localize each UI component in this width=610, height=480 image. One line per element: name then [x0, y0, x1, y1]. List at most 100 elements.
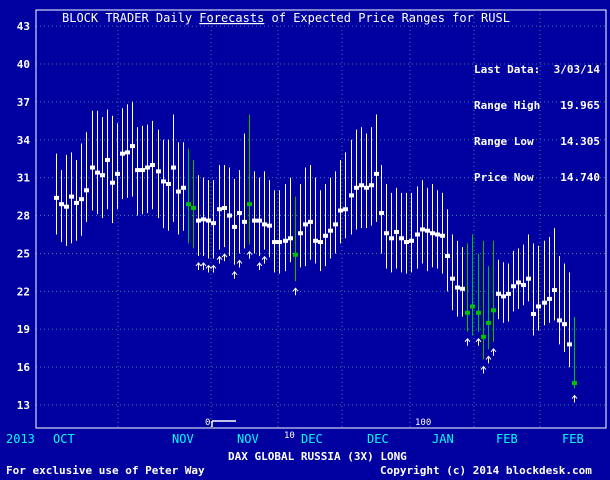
price-marker — [547, 296, 552, 301]
signal-arrow — [195, 262, 202, 270]
price-marker — [100, 173, 105, 178]
price-marker — [384, 231, 389, 236]
range-high-label: Range High — [474, 99, 541, 112]
price-marker — [176, 189, 181, 194]
price-marker — [186, 202, 191, 207]
signal-arrow — [200, 262, 207, 270]
price-marker — [338, 208, 343, 213]
price-marker — [409, 238, 414, 243]
price-marker — [54, 195, 59, 200]
price-marker — [440, 233, 445, 238]
price-marker — [257, 218, 262, 223]
month-label: JAN — [432, 432, 454, 446]
price-marker — [445, 253, 450, 258]
range-low-value: 14.305 — [560, 135, 600, 148]
y-tick-label: 16 — [17, 361, 31, 374]
price-marker — [394, 229, 399, 234]
price-marker — [298, 231, 303, 236]
range-high-value: 19.965 — [560, 99, 600, 112]
y-tick-label: 28 — [17, 210, 30, 223]
price-marker — [84, 188, 89, 193]
price-marker — [536, 304, 541, 309]
footer-right: Copyright (c) 2014 blockdesk.com — [380, 464, 592, 477]
price-marker — [511, 284, 516, 289]
month-label: OCT — [53, 432, 75, 446]
price-marker — [318, 240, 323, 245]
price-marker — [328, 228, 333, 233]
price-marker — [435, 232, 440, 237]
signal-arrow — [480, 365, 487, 374]
price-marker — [110, 180, 115, 185]
price-marker — [171, 165, 176, 170]
price-marker — [455, 285, 460, 290]
aux-label: 0 — [205, 418, 210, 428]
price-marker — [506, 291, 511, 296]
range-high-row: Range High 19.965 — [474, 100, 600, 112]
signal-arrow — [221, 253, 228, 262]
price-marker — [399, 236, 404, 241]
year-label: 2013 — [6, 432, 35, 446]
last-data-label: Last Data: — [474, 63, 541, 76]
y-tick-label: 43 — [17, 20, 30, 33]
signal-arrow — [231, 271, 238, 279]
price-marker — [470, 304, 475, 309]
title-suffix: of Expected Price Ranges for RUSL — [264, 11, 510, 25]
price-marker — [64, 204, 69, 209]
price-marker — [308, 219, 313, 224]
range-series — [54, 101, 577, 389]
price-marker — [211, 221, 216, 226]
y-tick-label: 22 — [17, 285, 30, 298]
price-marker — [521, 283, 526, 288]
y-tick-label: 40 — [17, 58, 30, 71]
price-marker — [364, 185, 369, 190]
price-marker — [501, 294, 506, 299]
price-marker — [135, 168, 140, 173]
price-marker — [222, 205, 227, 210]
month-label: FEB — [562, 432, 584, 446]
price-marker — [374, 171, 379, 176]
price-marker — [227, 213, 232, 218]
signal-arrow — [490, 348, 497, 356]
price-marker — [206, 218, 211, 223]
price-marker — [262, 222, 267, 227]
price-marker — [460, 286, 465, 291]
title-prefix: BLOCK TRADER Daily — [62, 11, 199, 25]
last-data-row: Last Data: 3/03/14 — [474, 64, 600, 76]
price-marker — [354, 185, 359, 190]
price-marker — [95, 170, 100, 175]
info-box: Last Data: 3/03/14 Range High 19.965 Ran… — [474, 40, 600, 196]
price-marker — [252, 218, 257, 223]
signal-arrow — [464, 337, 471, 346]
y-tick-label: 31 — [17, 172, 31, 185]
price-marker — [161, 179, 166, 184]
price-marker — [283, 238, 288, 243]
plot-border — [35, 9, 607, 429]
price-marker — [404, 240, 409, 245]
price-marker — [359, 183, 364, 188]
price-marker — [450, 276, 455, 281]
price-marker — [349, 193, 354, 198]
price-marker — [323, 233, 328, 238]
price-now-label: Price Now — [474, 171, 534, 184]
price-marker — [277, 240, 282, 245]
price-marker — [105, 157, 110, 162]
price-marker — [389, 236, 394, 241]
price-marker — [196, 218, 201, 223]
month-label: FEB — [496, 432, 518, 446]
price-marker — [415, 232, 420, 237]
price-marker — [343, 207, 348, 212]
title-forecasts-link[interactable]: Forecasts — [199, 11, 264, 25]
price-marker — [420, 227, 425, 232]
footer-left: For exclusive use of Peter Way — [6, 464, 205, 477]
price-marker — [516, 280, 521, 285]
price-marker — [59, 202, 64, 207]
price-marker — [201, 217, 206, 222]
price-marker — [425, 228, 430, 233]
month-label: NOV — [237, 432, 259, 446]
price-marker — [288, 236, 293, 241]
price-marker — [542, 300, 547, 305]
price-marker — [496, 291, 501, 296]
range-low-label: Range Low — [474, 135, 534, 148]
price-marker — [486, 320, 491, 325]
price-marker — [69, 194, 74, 199]
